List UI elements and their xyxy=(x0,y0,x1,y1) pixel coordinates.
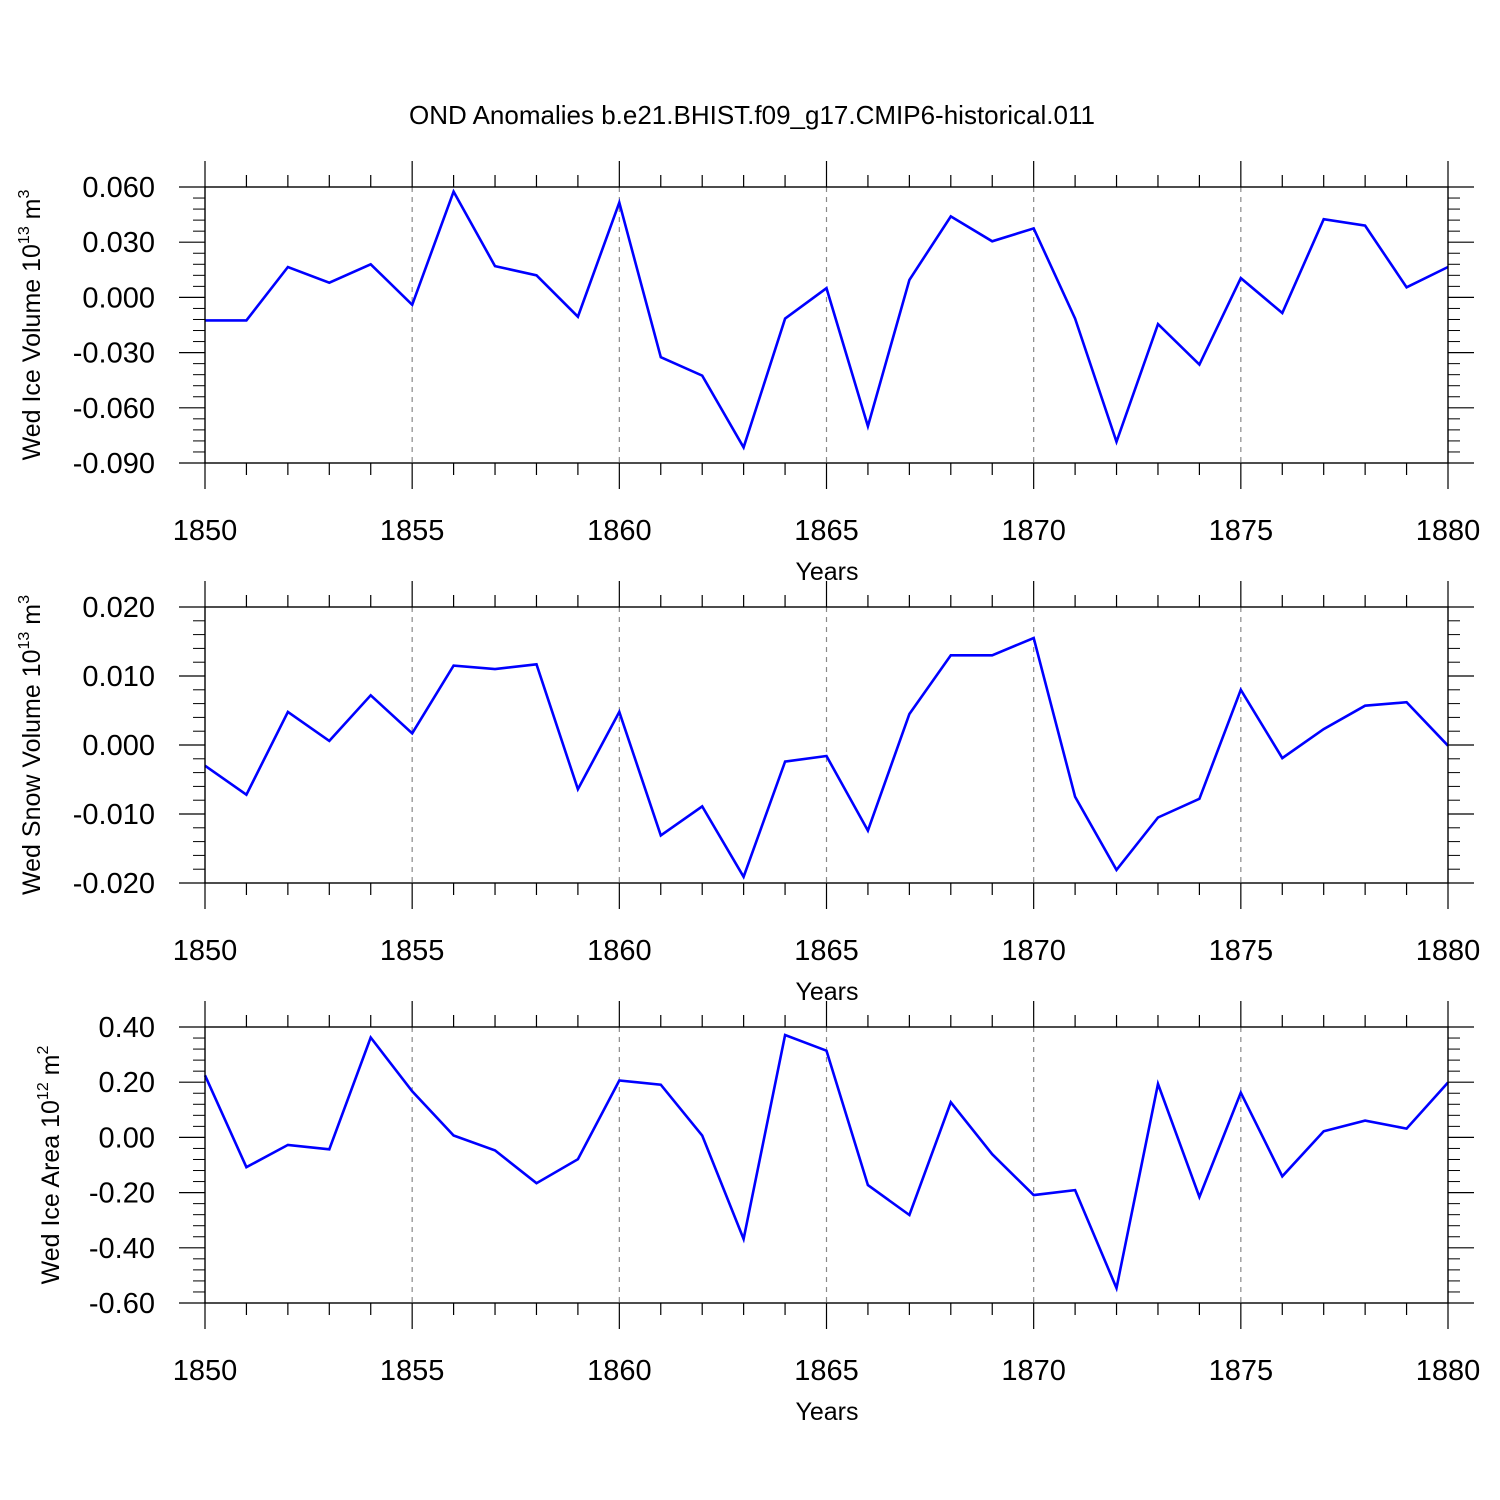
y-axis-label-unit-exponent: 3 xyxy=(16,595,33,604)
y-axis-label-exponent: 13 xyxy=(16,226,33,244)
y-tick-label: -0.060 xyxy=(73,393,155,425)
y-axis-label-unit: m xyxy=(37,1054,65,1082)
y-tick-label: -0.030 xyxy=(73,338,155,370)
y-axis-label-unit-exponent: 2 xyxy=(35,1045,52,1054)
x-tick-label: 1850 xyxy=(173,935,238,967)
panel-ice-area: -0.60 -0.40 -0.20 0.00 0.20 0.40 1850 1855 1860… xyxy=(35,1001,1480,1426)
x-tick-label: 1850 xyxy=(173,515,238,547)
y-tick-labels: -0.090 -0.060 -0.030 0.000 0.030 0.060 xyxy=(73,172,155,480)
grid-lines xyxy=(411,187,1242,463)
y-tick-label: -0.090 xyxy=(73,448,155,480)
x-tick-label: 1855 xyxy=(380,515,445,547)
x-tick-label: 1880 xyxy=(1416,935,1481,967)
y-tick-label: 0.020 xyxy=(82,592,155,624)
x-tick-label: 1865 xyxy=(794,1355,859,1387)
x-tick-label: 1870 xyxy=(1001,515,1066,547)
figure-title: OND Anomalies b.e21.BHIST.f09_g17.CMIP6-… xyxy=(409,100,1095,130)
y-axis-label-unit-exponent: 3 xyxy=(16,189,33,198)
y-axis-label-unit: m xyxy=(18,198,46,226)
series-line xyxy=(205,188,1449,451)
data-layer xyxy=(205,188,1449,451)
y-tick-label: -0.010 xyxy=(73,799,155,831)
y-tick-labels: -0.60 -0.40 -0.20 0.00 0.20 0.40 xyxy=(89,1012,155,1320)
y-axis-label-main: Wed Ice Area 10 xyxy=(37,1100,65,1284)
x-tick-label: 1875 xyxy=(1209,935,1274,967)
x-tick-label: 1860 xyxy=(587,935,652,967)
y-tick-labels: -0.020 -0.010 0.000 0.010 0.020 xyxy=(73,592,155,900)
y-tick-label: 0.20 xyxy=(99,1067,155,1099)
y-tick-label: 0.060 xyxy=(82,172,155,204)
y-tick-label: -0.60 xyxy=(89,1288,155,1320)
data-layer xyxy=(204,636,1449,880)
grid-lines xyxy=(411,1027,1242,1303)
y-tick-label: -0.40 xyxy=(89,1233,155,1265)
x-tick-labels: 1850 1855 1860 1865 1870 1875 1880 xyxy=(173,1355,1481,1387)
x-tick-labels: 1850 1855 1860 1865 1870 1875 1880 xyxy=(173,935,1481,967)
x-tick-label: 1875 xyxy=(1209,1355,1274,1387)
y-axis-label-exponent: 13 xyxy=(16,632,33,650)
y-axis-label-exponent: 12 xyxy=(35,1082,52,1100)
axis-ticks xyxy=(179,581,1474,909)
plot-frame xyxy=(204,186,1449,464)
plot-frame xyxy=(204,1026,1449,1304)
y-tick-label: 0.000 xyxy=(82,282,155,314)
y-axis-label: Wed Snow Volume 1013 m3 xyxy=(16,595,46,895)
y-axis-label: Wed Ice Area 1012 m2 xyxy=(35,1045,65,1284)
series-line xyxy=(203,1033,1449,1293)
x-tick-label: 1865 xyxy=(794,515,859,547)
plot-frame xyxy=(204,606,1449,884)
y-tick-label: -0.020 xyxy=(73,868,155,900)
series-line xyxy=(204,636,1449,880)
x-tick-label: 1860 xyxy=(587,1355,652,1387)
x-tick-label: 1880 xyxy=(1416,1355,1481,1387)
y-axis-label-unit: m xyxy=(18,604,46,632)
y-axis-label-main: Wed Ice Volume 10 xyxy=(18,244,46,460)
y-axis-label: Wed Ice Volume 1013 m3 xyxy=(16,189,46,460)
x-tick-label: 1875 xyxy=(1209,515,1274,547)
y-axis-label-main: Wed Snow Volume 10 xyxy=(18,649,46,895)
x-tick-label: 1870 xyxy=(1001,935,1066,967)
x-tick-label: 1880 xyxy=(1416,515,1481,547)
grid-lines xyxy=(411,607,1242,883)
x-axis-label: Years xyxy=(795,1398,858,1426)
y-tick-label: 0.010 xyxy=(82,661,155,693)
x-tick-label: 1855 xyxy=(380,935,445,967)
x-tick-label: 1860 xyxy=(587,515,652,547)
x-tick-label: 1865 xyxy=(794,935,859,967)
data-layer xyxy=(203,1033,1449,1293)
axis-ticks xyxy=(179,1001,1474,1329)
y-tick-label: 0.00 xyxy=(99,1122,155,1154)
y-tick-label: 0.030 xyxy=(82,227,155,259)
x-tick-label: 1870 xyxy=(1001,1355,1066,1387)
x-tick-labels: 1850 1855 1860 1865 1870 1875 1880 xyxy=(173,515,1481,547)
y-tick-label: -0.20 xyxy=(89,1178,155,1210)
panel-snow-volume: -0.020 -0.010 0.000 0.010 0.020 1850 1855 1860… xyxy=(16,581,1480,1006)
x-tick-label: 1855 xyxy=(380,1355,445,1387)
x-tick-label: 1850 xyxy=(173,1355,238,1387)
y-tick-label: 0.40 xyxy=(99,1012,155,1044)
y-tick-label: 0.000 xyxy=(82,730,155,762)
axis-ticks xyxy=(179,161,1474,489)
